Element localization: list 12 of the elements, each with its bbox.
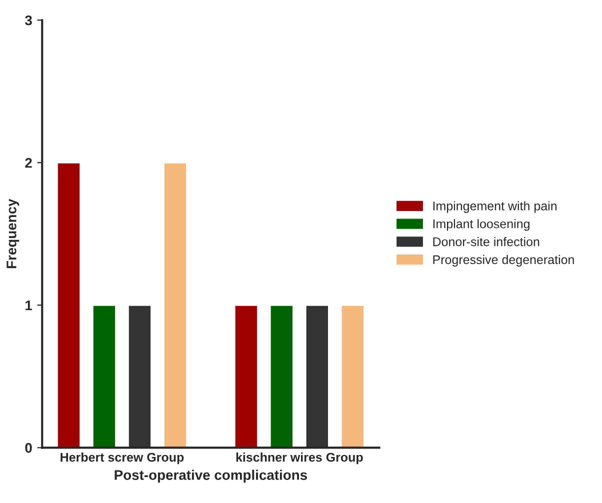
legend-label: Progressive degeneration xyxy=(433,254,574,267)
y-tick-label: 1 xyxy=(26,300,32,310)
legend-label: Implant loosening xyxy=(433,219,530,231)
x-axis-title: Post-operative complications xyxy=(114,470,307,483)
x-tick-label: Herbert screw Group xyxy=(60,452,184,464)
x-tick-label: kischner wires Group xyxy=(236,452,363,464)
y-tick-label: 3 xyxy=(25,15,32,26)
y-tick-label: 0 xyxy=(25,443,32,453)
legend-label: Impingement with pain xyxy=(433,201,557,213)
y-tick-label: 2 xyxy=(25,158,32,168)
y-axis-title: Frequency xyxy=(6,198,20,268)
legend-label: Donor-site infection xyxy=(433,237,540,246)
